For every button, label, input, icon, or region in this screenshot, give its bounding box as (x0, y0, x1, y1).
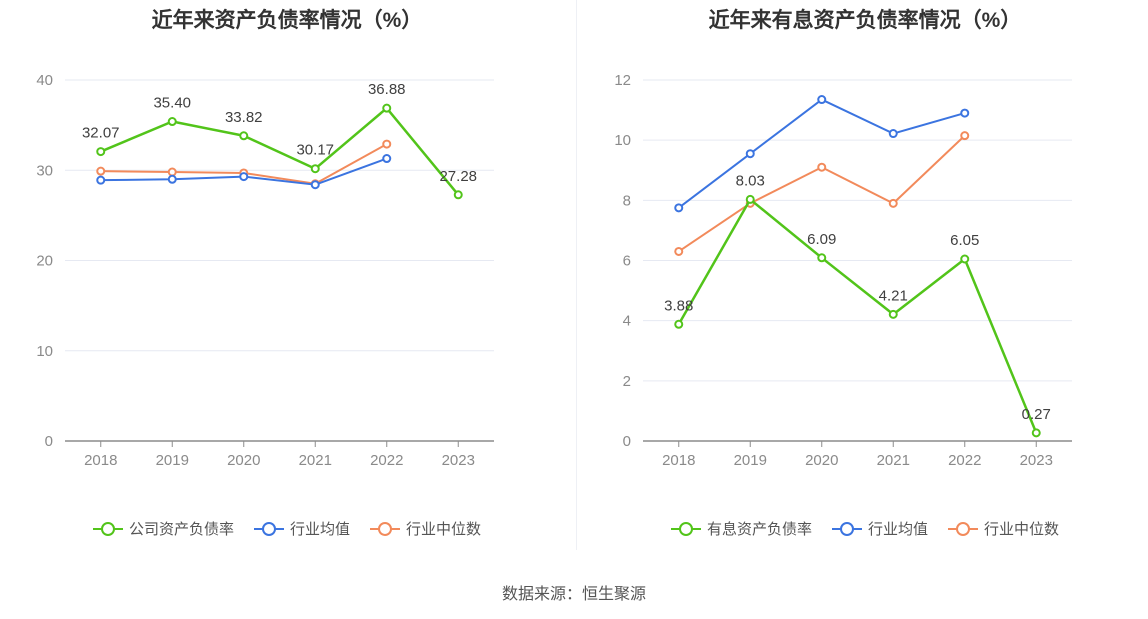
legend-label: 有息资产负债率 (706, 521, 812, 538)
data-point[interactable] (960, 108, 970, 118)
legend-marker-icon (253, 521, 284, 537)
data-point[interactable] (167, 167, 177, 177)
y-tick-label: 4 (623, 313, 631, 330)
data-label: 6.05 (950, 232, 979, 249)
data-point[interactable] (167, 174, 177, 184)
data-label: 36.88 (368, 81, 406, 98)
data-point[interactable] (817, 95, 827, 105)
legend-label: 行业均值 (289, 521, 350, 538)
series-line (677, 198, 1038, 434)
legend-label: 行业中位数 (984, 521, 1060, 538)
y-tick-label: 8 (623, 192, 631, 209)
series-line (678, 98, 966, 209)
data-point[interactable] (167, 117, 177, 127)
data-point[interactable] (96, 166, 106, 176)
chart-legend: 有息资产负债率 行业均值 行业中位数 (578, 518, 1148, 539)
x-tick-label: 2019 (156, 452, 189, 469)
legend-marker-icon (92, 521, 123, 537)
data-point[interactable] (382, 139, 392, 149)
legend-item[interactable]: 行业均值 (253, 518, 350, 539)
data-label: 27.28 (439, 168, 477, 185)
chart-legend: 公司资产负债率 行业均值 行业中位数 (0, 518, 574, 539)
x-tick-label: 2019 (734, 452, 767, 469)
x-tick-label: 2021 (299, 452, 332, 469)
data-label: 30.17 (296, 142, 334, 159)
legend-item[interactable]: 行业中位数 (948, 518, 1059, 539)
legend-label: 行业均值 (867, 521, 928, 538)
legend-item[interactable]: 行业中位数 (370, 518, 481, 539)
data-point[interactable] (382, 154, 392, 164)
data-source-note: 数据来源：恒生聚源 (501, 586, 646, 603)
data-label: 32.07 (82, 125, 120, 142)
data-point[interactable] (888, 129, 898, 139)
legend-marker-icon (370, 521, 400, 537)
x-tick-label: 2022 (370, 452, 403, 469)
data-point[interactable] (310, 180, 320, 190)
y-tick-label: 6 (623, 253, 631, 270)
y-tick-label: 0 (45, 433, 53, 450)
data-point[interactable] (674, 246, 684, 256)
line-chart-interest-debt-ratio: 0 2 4 6 8 10 12 2018 2019 2020 2021 2022 2023 3.88 8.0… (614, 72, 1072, 469)
y-tick-label: 0 (623, 433, 631, 450)
legend-label: 公司资产负债率 (128, 521, 234, 538)
x-tick-label: 2018 (662, 452, 695, 469)
data-point[interactable] (960, 131, 970, 141)
data-label: 3.88 (664, 297, 693, 314)
data-point[interactable] (96, 147, 106, 157)
legend-marker-icon (948, 521, 978, 537)
data-point[interactable] (1031, 428, 1041, 438)
data-label: 33.82 (225, 109, 263, 126)
legend-item[interactable]: 有息资产负债率 (670, 518, 812, 539)
legend-item[interactable]: 行业均值 (831, 518, 928, 539)
data-point[interactable] (239, 172, 249, 182)
data-point[interactable] (817, 162, 827, 172)
line-chart-debt-ratio: 0 10 20 30 40 2018 2019 2020 2021 2022 2023 32.07 35… (36, 72, 494, 469)
panel-divider (576, 0, 577, 550)
series-line (100, 106, 460, 196)
data-point[interactable] (745, 194, 755, 204)
y-tick-label: 20 (36, 253, 53, 270)
data-point[interactable] (888, 309, 898, 319)
data-point[interactable] (745, 149, 755, 159)
y-tick-label: 30 (36, 162, 53, 179)
x-tick-label: 2023 (1020, 452, 1053, 469)
chart-title: 近年来有息资产负债率情况（%） (708, 9, 1022, 32)
y-tick-label: 10 (36, 343, 53, 360)
chart-panel-debt-ratio: 近年来资产负债率情况（%） 0 10 20 30 40 2018 2019 2020 2021 2… (0, 0, 574, 560)
data-label: 4.21 (879, 287, 908, 304)
x-tick-label: 2023 (442, 452, 475, 469)
data-point[interactable] (817, 253, 827, 263)
data-point[interactable] (96, 175, 106, 185)
chart-title: 近年来资产负债率情况（%） (151, 9, 423, 32)
data-point[interactable] (674, 203, 684, 213)
x-tick-label: 2018 (84, 452, 117, 469)
data-point[interactable] (453, 190, 463, 200)
legend-item[interactable]: 公司资产负债率 (92, 518, 234, 539)
chart-panel-interest-debt-ratio: 近年来有息资产负债率情况（%） 0 2 4 6 8 10 12 2018 2019 2020 202… (578, 0, 1148, 560)
y-tick-label: 40 (36, 72, 53, 89)
data-label: 8.03 (736, 172, 765, 189)
data-point[interactable] (960, 254, 970, 264)
y-tick-label: 2 (623, 373, 631, 390)
x-tick-label: 2020 (227, 452, 260, 469)
data-label: 6.09 (807, 231, 836, 248)
x-tick-label: 2020 (805, 452, 838, 469)
x-tick-label: 2022 (948, 452, 981, 469)
legend-marker-icon (831, 521, 862, 537)
data-label: 0.27 (1022, 406, 1051, 423)
x-tick-label: 2021 (877, 452, 910, 469)
y-tick-label: 10 (614, 132, 631, 149)
data-label: 35.40 (153, 95, 191, 112)
y-tick-label: 12 (614, 72, 631, 89)
data-point[interactable] (382, 103, 392, 113)
legend-label: 行业中位数 (406, 521, 482, 538)
data-point[interactable] (888, 198, 898, 208)
data-point[interactable] (674, 319, 684, 329)
legend-marker-icon (670, 521, 701, 537)
data-point[interactable] (239, 131, 249, 141)
data-point[interactable] (310, 164, 320, 174)
